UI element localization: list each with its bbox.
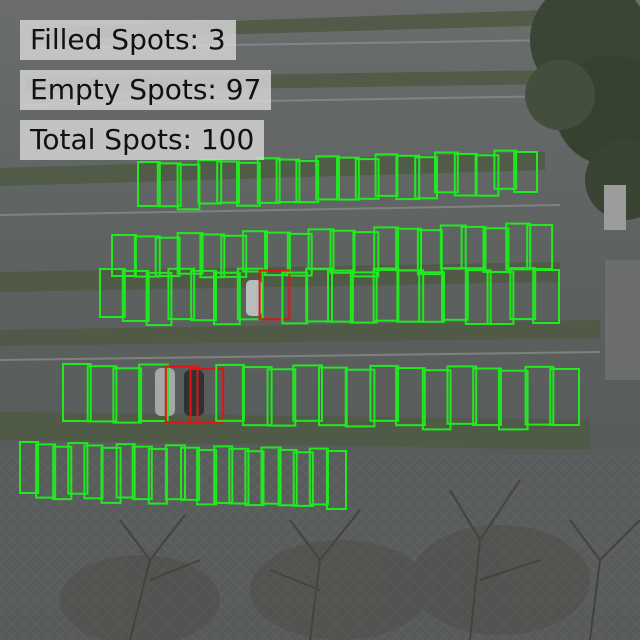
empty-parking-spot — [241, 366, 273, 427]
filled-parking-spot — [189, 367, 225, 424]
filled-spots-label: Filled Spots: 3 — [20, 20, 236, 60]
empty-parking-spot — [418, 271, 446, 323]
empty-spots-label: Empty Spots: 97 — [20, 70, 272, 110]
empty-parking-spot — [493, 149, 518, 190]
empty-parking-spot — [266, 368, 297, 427]
empty-parking-spot — [236, 267, 264, 321]
empty-parking-spot — [156, 162, 182, 208]
empty-parking-spot — [67, 442, 89, 495]
empty-parking-spot — [242, 230, 269, 273]
empty-parking-spot — [164, 444, 186, 501]
empty-parking-spot — [275, 158, 301, 204]
trees-top-right — [525, 0, 640, 380]
empty-parking-spot — [260, 446, 282, 505]
empty-parking-spot — [305, 267, 334, 323]
empty-parking-spot — [220, 234, 248, 278]
empty-parking-spot — [19, 441, 40, 494]
paver-area — [0, 455, 640, 640]
empty-parking-spot — [354, 158, 380, 200]
empty-parking-spot — [52, 445, 73, 501]
empty-parking-spot — [509, 267, 537, 321]
total-spots-label: Total Spots: 100 — [20, 120, 265, 160]
empty-parking-spot — [145, 271, 173, 327]
empty-parking-spot — [112, 367, 143, 424]
empty-parking-spot — [180, 446, 201, 501]
empty-parking-spot — [464, 269, 492, 325]
empty-parking-spot — [137, 161, 161, 207]
empty-parking-spot — [352, 231, 380, 278]
bare-trees-bottom — [119, 479, 640, 640]
empty-parking-spot — [369, 364, 400, 422]
tree-canopy-bottom — [60, 525, 590, 640]
empty-parking-spot — [244, 450, 265, 507]
empty-parking-spot — [292, 364, 323, 422]
empty-parking-spot — [395, 154, 421, 201]
empty-parking-spot — [325, 450, 347, 510]
empty-parking-spot — [228, 447, 250, 505]
empty-parking-spot — [147, 447, 168, 505]
empty-parking-spot — [138, 363, 169, 422]
empty-parking-spot — [396, 269, 425, 323]
empty-parking-spot — [295, 159, 320, 204]
empty-parking-spot — [176, 163, 201, 211]
empty-parking-spot — [213, 271, 241, 326]
empty-parking-spot — [196, 449, 218, 506]
empty-parking-spot — [35, 443, 57, 499]
empty-parking-spot — [441, 267, 469, 321]
empty-parking-spot — [327, 269, 354, 323]
empty-parking-spot — [190, 269, 217, 322]
empty-parking-spot — [524, 365, 555, 426]
empty-parking-spot — [505, 222, 532, 271]
empty-parking-spot — [549, 368, 580, 426]
empty-parking-spot — [236, 161, 261, 207]
empty-parking-spot — [344, 368, 376, 428]
filled-parking-spot — [258, 269, 291, 321]
empty-parking-spot — [121, 269, 150, 322]
filled-parking-spot — [164, 365, 199, 424]
empty-parking-spot — [115, 443, 136, 499]
empty-parking-spot — [99, 268, 126, 318]
empty-parking-spot — [308, 447, 329, 506]
empty-parking-spot — [167, 267, 196, 321]
empty-parking-spot — [513, 151, 539, 193]
empty-parking-spot — [292, 451, 314, 507]
empty-parking-spot — [213, 445, 234, 504]
empty-parking-spot — [349, 271, 378, 324]
empty-parking-spot — [374, 153, 399, 197]
empty-parking-spot — [421, 369, 452, 431]
empty-parking-spot — [199, 233, 226, 279]
empty-parking-spot — [131, 445, 153, 501]
empty-parking-spot — [286, 232, 313, 277]
empty-parking-spot — [315, 155, 341, 201]
empty-parking-spot — [532, 269, 561, 324]
empty-parking-spot — [497, 369, 529, 431]
empty-parking-spot — [100, 446, 122, 504]
empty-parking-spot — [216, 160, 240, 204]
empty-parking-spot — [197, 159, 223, 205]
empty-parking-spot — [86, 365, 118, 423]
empty-parking-spot — [264, 231, 291, 277]
empty-parking-spot — [62, 363, 92, 422]
empty-parking-spot — [460, 225, 487, 270]
empty-parking-spot — [277, 448, 298, 507]
parking-spot-overlays — [19, 149, 580, 510]
empty-parking-spot — [486, 271, 515, 325]
empty-parking-spot — [336, 156, 360, 201]
empty-parking-spot — [256, 157, 281, 204]
empty-parking-spot — [434, 151, 459, 194]
empty-parking-spot — [395, 367, 426, 427]
empty-parking-spot — [176, 232, 204, 275]
empty-parking-spot — [472, 367, 502, 426]
empty-parking-spot — [446, 365, 478, 425]
empty-parking-spot — [414, 156, 439, 200]
empty-parking-spot — [474, 154, 500, 197]
empty-parking-spot — [373, 226, 400, 271]
empty-parking-spot — [372, 267, 400, 322]
